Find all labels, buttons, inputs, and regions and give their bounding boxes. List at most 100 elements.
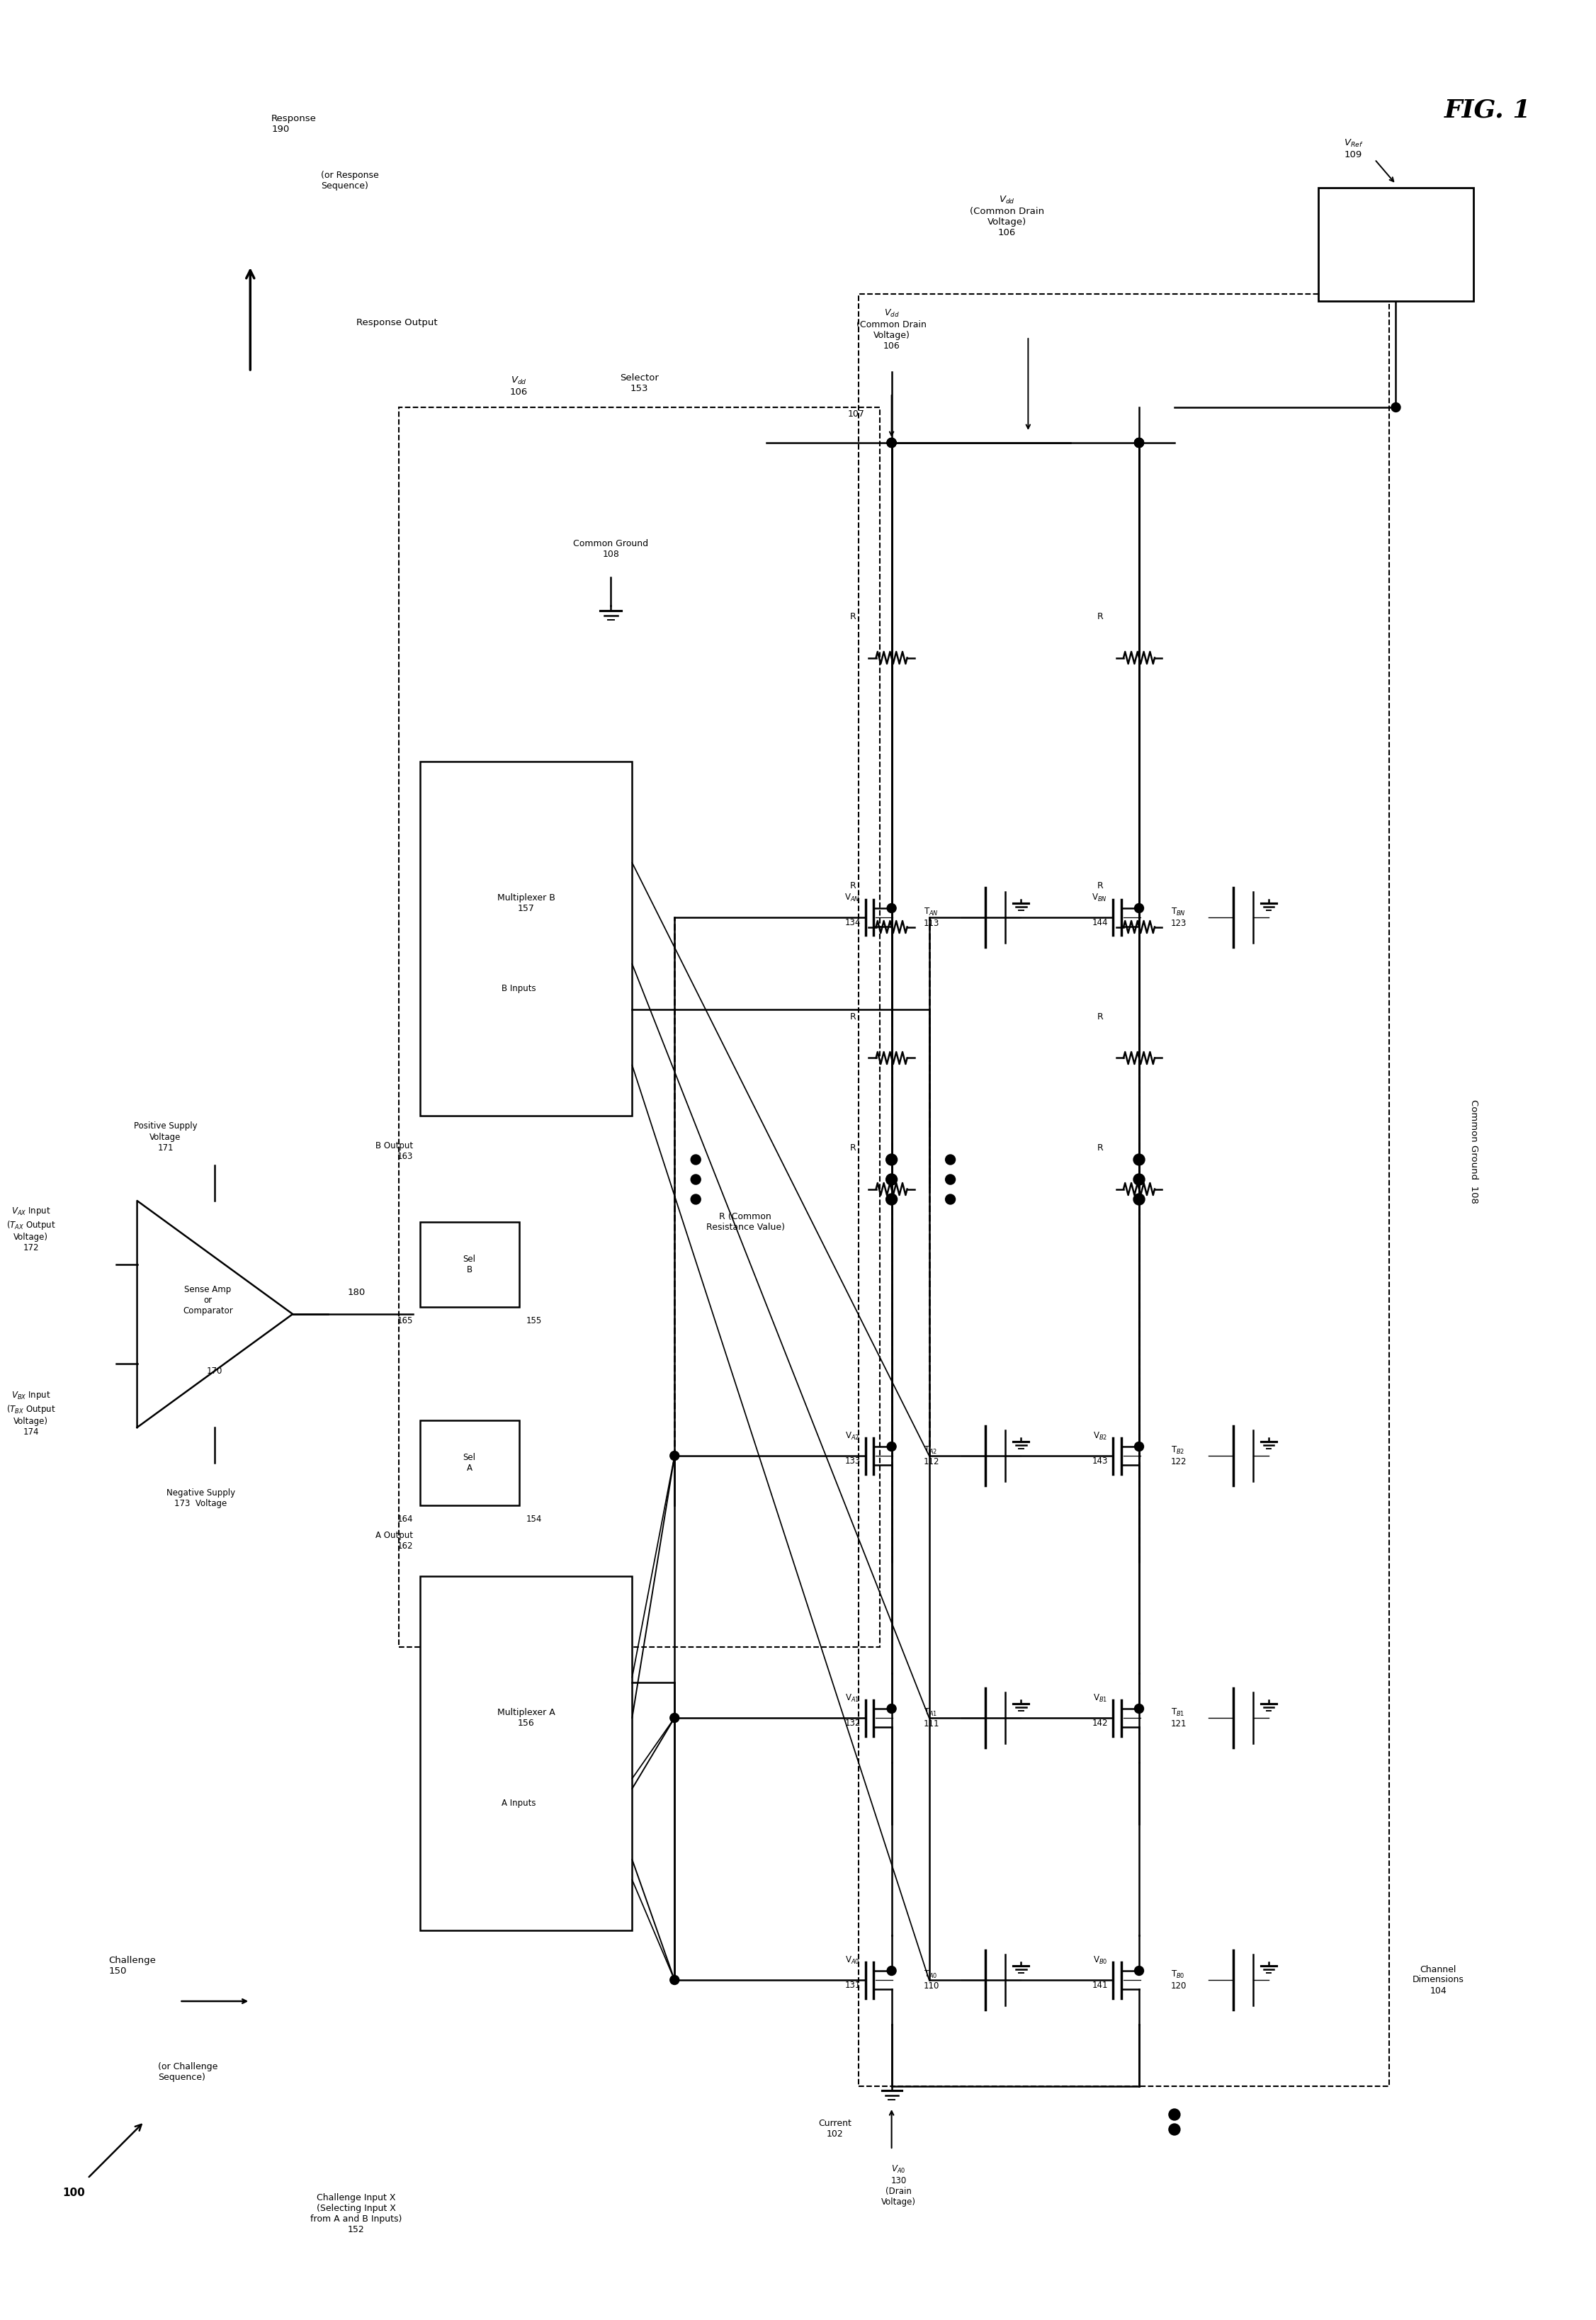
Bar (859, 295, 1389, 2086)
Text: Current
102: Current 102 (819, 2118, 852, 2139)
Circle shape (1135, 438, 1144, 448)
Text: 105: 105 (1400, 290, 1420, 302)
Circle shape (691, 1174, 701, 1186)
Text: T$_{AN}$
113: T$_{AN}$ 113 (924, 907, 940, 928)
Text: 165: 165 (397, 1315, 413, 1325)
Text: $V_{dd}$
106: $V_{dd}$ 106 (511, 376, 528, 397)
Text: B Output
163: B Output 163 (375, 1141, 413, 1160)
Text: Positive Supply
Voltage
171: Positive Supply Voltage 171 (134, 1123, 198, 1153)
Circle shape (887, 438, 897, 448)
Circle shape (887, 438, 897, 448)
Text: 164: 164 (397, 1515, 413, 1524)
Text: R: R (849, 1012, 855, 1021)
Circle shape (1133, 1153, 1144, 1165)
Text: T$_{B2}$
122: T$_{B2}$ 122 (1171, 1445, 1187, 1466)
Text: R: R (849, 1144, 855, 1153)
Circle shape (1135, 902, 1144, 912)
Bar (399, 408, 879, 1647)
Text: T$_{A2}$
112: T$_{A2}$ 112 (924, 1445, 940, 1466)
Circle shape (1135, 438, 1144, 448)
Text: R: R (849, 612, 855, 622)
Bar (420, 1223, 519, 1306)
Circle shape (1168, 2109, 1179, 2120)
Text: $V_{Ref}$
109: $V_{Ref}$ 109 (1344, 139, 1363, 160)
Circle shape (887, 438, 897, 448)
Text: $V_{AX}$ Input
($T_{AX}$ Output
Voltage)
172: $V_{AX}$ Input ($T_{AX}$ Output Voltage)… (6, 1206, 56, 1253)
Text: 170: 170 (207, 1366, 223, 1376)
Text: A Output
162: A Output 162 (375, 1531, 413, 1550)
Text: Response
190: Response 190 (271, 114, 316, 135)
Circle shape (670, 1974, 680, 1984)
Text: Common Ground
108: Common Ground 108 (573, 538, 648, 559)
Circle shape (887, 1965, 897, 1974)
Text: Negative Supply
173  Voltage: Negative Supply 173 Voltage (166, 1489, 235, 1508)
Text: Sel
A: Sel A (463, 1452, 476, 1473)
Text: R (Common
Resistance Value): R (Common Resistance Value) (705, 1211, 785, 1232)
Text: Challenge
150: Challenge 150 (109, 1956, 156, 1977)
Circle shape (1133, 1174, 1144, 1186)
Text: Selector
153: Selector 153 (619, 374, 659, 392)
Text: $V_{dd}$
(Common Drain
Voltage)
106: $V_{dd}$ (Common Drain Voltage) 106 (970, 195, 1044, 237)
Text: Common Ground  108: Common Ground 108 (1468, 1100, 1478, 1204)
Circle shape (670, 1712, 680, 1721)
Text: $V_{dd}$
(Common Drain
Voltage)
106: $V_{dd}$ (Common Drain Voltage) 106 (857, 309, 927, 350)
Text: Multiplexer B
157: Multiplexer B 157 (496, 893, 555, 914)
Text: 132: 132 (844, 1719, 860, 1728)
Text: Channel
Dimensions
104: Channel Dimensions 104 (1412, 1965, 1464, 1995)
Text: T$_{B1}$
121: T$_{B1}$ 121 (1171, 1708, 1187, 1728)
Text: Challenge Input X
(Selecting Input X
from A and B Inputs)
152: Challenge Input X (Selecting Input X fro… (311, 2192, 402, 2234)
Circle shape (670, 1450, 680, 1459)
Circle shape (886, 1153, 897, 1165)
Text: V$_{B0}$: V$_{B0}$ (1093, 1956, 1108, 1965)
Text: V$_{BN}$: V$_{BN}$ (1092, 893, 1108, 902)
Text: R: R (1096, 612, 1103, 622)
Text: $V_{A0}$
130
(Drain
Voltage): $V_{A0}$ 130 (Drain Voltage) (881, 2165, 916, 2206)
Circle shape (691, 1155, 701, 1165)
Circle shape (1135, 1965, 1144, 1974)
Circle shape (887, 1705, 897, 1712)
Text: 142: 142 (1092, 1719, 1108, 1728)
Text: T$_{B0}$
120: T$_{B0}$ 120 (1171, 1970, 1187, 1991)
Circle shape (1168, 2123, 1179, 2134)
Text: T$_{A0}$
110: T$_{A0}$ 110 (924, 1970, 940, 1991)
Circle shape (691, 1195, 701, 1204)
Circle shape (886, 1174, 897, 1186)
Text: 131: 131 (844, 1981, 860, 1991)
Bar (420, 1420, 519, 1506)
Text: Sel
B: Sel B (463, 1255, 476, 1274)
Circle shape (886, 1195, 897, 1204)
Text: 100: 100 (62, 2188, 85, 2197)
Text: V$_{A1}$: V$_{A1}$ (846, 1694, 860, 1703)
Circle shape (945, 1155, 956, 1165)
Text: 143: 143 (1092, 1457, 1108, 1466)
Circle shape (1135, 438, 1144, 448)
Text: 180: 180 (348, 1288, 365, 1297)
Text: 155: 155 (527, 1315, 541, 1325)
Text: T$_{BN}$
123: T$_{BN}$ 123 (1171, 907, 1187, 928)
Text: 154: 154 (527, 1515, 543, 1524)
Text: 107: 107 (847, 411, 865, 420)
Text: T$_{A1}$
111: T$_{A1}$ 111 (924, 1708, 940, 1728)
Bar (1318, 188, 1473, 302)
Text: Sense Amp
or
Comparator: Sense Amp or Comparator (184, 1285, 233, 1315)
Text: V$_{A2}$: V$_{A2}$ (846, 1431, 860, 1441)
Circle shape (887, 1443, 897, 1450)
Circle shape (1133, 1195, 1144, 1204)
Text: (or Response
Sequence): (or Response Sequence) (321, 172, 378, 190)
Circle shape (945, 1174, 956, 1186)
Circle shape (1135, 1443, 1144, 1450)
Text: Response Output: Response Output (356, 318, 437, 327)
Circle shape (887, 438, 897, 448)
Circle shape (1135, 438, 1144, 448)
Text: $V_{Ref}$ Source
111: $V_{Ref}$ Source 111 (1369, 234, 1424, 255)
Text: 133: 133 (844, 1457, 860, 1466)
Text: R: R (1096, 1012, 1103, 1021)
Text: V$_{A0}$: V$_{A0}$ (846, 1956, 860, 1965)
Circle shape (945, 1195, 956, 1204)
Text: V$_{AN}$: V$_{AN}$ (844, 893, 860, 902)
Text: 141: 141 (1092, 1981, 1108, 1991)
Text: B Inputs: B Inputs (501, 984, 536, 993)
Circle shape (1392, 404, 1400, 413)
Bar (420, 1575, 632, 1930)
Text: A Inputs: A Inputs (501, 1798, 536, 1807)
